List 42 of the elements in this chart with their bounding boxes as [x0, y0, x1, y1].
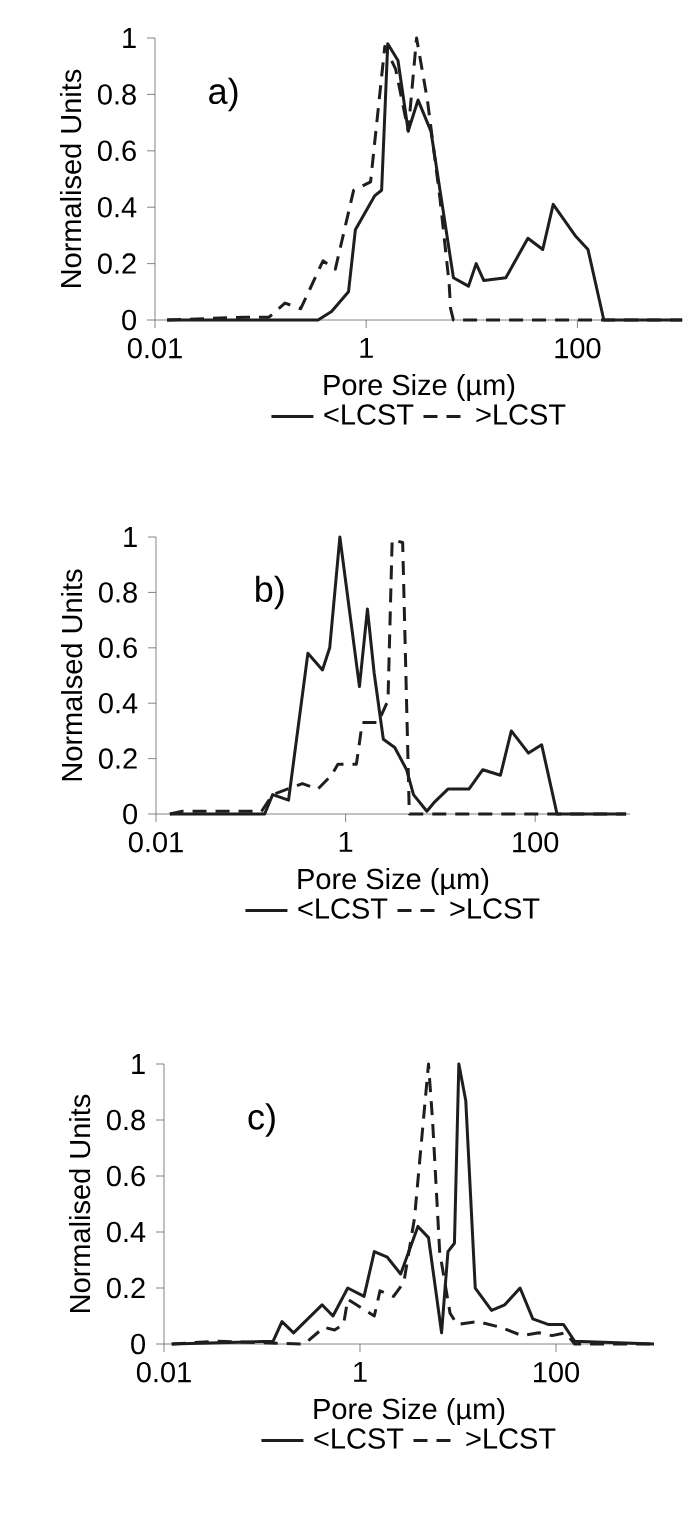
x-tick-label: 0.01 — [128, 831, 183, 853]
x-tick-label: 0.01 — [136, 1361, 191, 1383]
y-tick-label: 0.4 — [98, 692, 138, 714]
x-axis-title: Pore Size (µm) — [298, 867, 489, 895]
legend-label: <LCST — [314, 1428, 404, 1449]
legend-label: >LCST — [476, 404, 566, 425]
x-tick-label: 1 — [339, 831, 353, 852]
x-axis-title: Pore Size (µm) — [314, 1397, 505, 1425]
y-tick-label: 0.6 — [106, 1165, 145, 1187]
y-tick-label: 0.8 — [98, 582, 137, 603]
annotation: c) — [248, 1103, 275, 1137]
y-axis-title: Normalsed Units — [60, 569, 83, 781]
y-tick-label: 0.8 — [97, 84, 136, 105]
y-tick-label: 0.2 — [106, 1277, 145, 1299]
x-tick-label: 100 — [513, 831, 559, 853]
x-tick-label: 0.01 — [127, 337, 182, 359]
x-tick-label: 1 — [360, 337, 373, 358]
x-tick-label: 1 — [354, 1361, 367, 1382]
y-axis-title: Normalised Units — [59, 69, 82, 288]
y-tick-label: 1 — [124, 527, 137, 547]
y-tick-label: 0.4 — [97, 196, 137, 218]
y-tick-label: 1 — [132, 1054, 145, 1074]
legend-label: <LCST — [324, 404, 414, 425]
y-tick-label: 0 — [122, 309, 136, 331]
x-axis-title: Pore Size (µm) — [324, 373, 515, 401]
legend-label: >LCST — [466, 1428, 556, 1449]
y-tick-label: 1 — [123, 28, 136, 48]
x-tick-label: 100 — [534, 1361, 580, 1383]
y-tick-label: 0 — [131, 1333, 145, 1355]
y-tick-label: 0.6 — [97, 140, 136, 162]
y-axis-title: Normalised Units — [68, 1094, 91, 1313]
y-tick-label: 0.8 — [106, 1109, 145, 1131]
x-tick-label: 100 — [555, 337, 601, 359]
legend-label: >LCST — [450, 898, 540, 919]
y-tick-label: 0.2 — [97, 253, 136, 274]
y-tick-label: 0.6 — [98, 637, 137, 659]
y-tick-label: 0.2 — [98, 748, 137, 769]
y-tick-label: 0 — [123, 803, 138, 825]
annotation: a) — [209, 77, 238, 112]
annotation: b) — [256, 575, 284, 610]
y-tick-label: 0.4 — [106, 1221, 146, 1243]
legend-label: <LCST — [298, 898, 388, 919]
